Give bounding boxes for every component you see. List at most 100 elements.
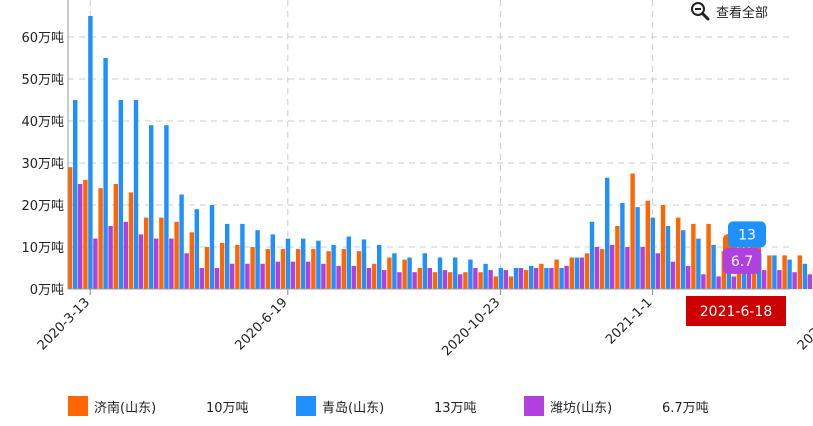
bar-s2-15 xyxy=(306,261,311,289)
bar-s0-8 xyxy=(189,232,194,289)
bar-s2-2 xyxy=(108,226,113,289)
bar-s2-29 xyxy=(518,268,524,289)
bar-s2-34 xyxy=(594,247,600,289)
bar-s0-35 xyxy=(600,249,605,289)
bar-s2-32 xyxy=(564,265,569,289)
bar-s2-1 xyxy=(93,238,98,289)
legend-name-jinan: 济南(山东) xyxy=(94,400,157,416)
legend-swatch-jinan xyxy=(68,396,88,416)
bar-s1-34 xyxy=(589,221,595,289)
bar-s1-29 xyxy=(513,268,519,289)
bar-s0-38 xyxy=(645,200,650,289)
bar-s0-26 xyxy=(463,272,468,289)
bar-s2-5 xyxy=(154,238,159,289)
bar-s1-13 xyxy=(270,234,275,289)
bar-s1-18 xyxy=(346,236,351,289)
zoom-out-icon xyxy=(691,2,710,21)
x-tick-label: 2020-10-23 xyxy=(439,295,503,359)
legend-name-qingdao: 青岛(山东) xyxy=(322,400,385,416)
bar-s2-4 xyxy=(138,234,144,289)
bar-s2-47 xyxy=(792,272,797,289)
bar-s1-14 xyxy=(285,238,291,289)
legend-value-qingdao: 13万吨 xyxy=(434,400,477,416)
bar-s0-42 xyxy=(706,223,711,289)
bar-s1-47 xyxy=(787,259,792,289)
bar-s1-19 xyxy=(361,239,367,289)
bar-s0-15 xyxy=(296,249,301,289)
bar-s0-48 xyxy=(797,255,802,289)
bar-s2-45 xyxy=(762,270,767,289)
bar-s2-10 xyxy=(230,263,235,289)
bar-s2-8 xyxy=(199,268,204,289)
value-tag-s2 xyxy=(723,247,761,274)
bar-s2-33 xyxy=(579,257,584,289)
bar-s1-32 xyxy=(559,268,564,289)
y-tick-label: 10万吨 xyxy=(21,241,64,256)
bar-s2-12 xyxy=(260,263,265,289)
bar-s1-15 xyxy=(301,238,306,289)
bar-s0-47 xyxy=(782,255,787,289)
x-tick-label: 2021-1-1 xyxy=(603,295,655,347)
legend-swatch-weifang xyxy=(524,396,544,416)
bar-s1-35 xyxy=(605,177,610,289)
bar-s0-23 xyxy=(417,268,422,289)
bar-s2-42 xyxy=(716,276,721,289)
bar-s2-21 xyxy=(397,272,402,289)
bar-s1-39 xyxy=(665,226,671,289)
bar-s0-31 xyxy=(539,263,544,289)
bar-s0-19 xyxy=(356,251,362,289)
bar-s1-0 xyxy=(73,100,78,289)
bar-s0-12 xyxy=(250,247,255,289)
bar-s2-11 xyxy=(245,263,250,289)
bar-s2-24 xyxy=(442,270,448,289)
y-tick-label: 20万吨 xyxy=(21,199,64,214)
bar-s0-20 xyxy=(372,263,377,289)
zoom-reset-label: 查看全部 xyxy=(716,5,769,21)
bar-s2-39 xyxy=(670,261,676,289)
bar-s0-13 xyxy=(265,249,270,289)
bar-s2-28 xyxy=(503,270,508,289)
bar-s1-31 xyxy=(544,268,549,289)
bar-s2-13 xyxy=(275,261,280,289)
bar-s2-16 xyxy=(321,263,326,289)
x-tick-label: 2020-6-19 xyxy=(232,295,290,353)
bar-s1-48 xyxy=(802,263,807,289)
bar-s0-36 xyxy=(615,226,620,289)
legend-item-qingdao[interactable]: 青岛(山东) 13万吨 xyxy=(296,396,524,416)
bar-s1-22 xyxy=(407,257,412,289)
bar-s2-40 xyxy=(686,265,691,289)
bar-s0-1 xyxy=(83,179,88,289)
legend-item-weifang[interactable]: 潍坊(山东) 6.7万吨 xyxy=(524,396,752,416)
bar-s2-36 xyxy=(625,247,630,289)
bar-s0-29 xyxy=(508,276,514,289)
bar-s0-3 xyxy=(113,184,118,289)
bar-s1-17 xyxy=(331,244,336,289)
bar-s2-37 xyxy=(640,247,645,289)
bar-s2-18 xyxy=(351,265,356,289)
bar-s0-9 xyxy=(204,247,210,289)
bar-s0-37 xyxy=(630,173,635,289)
legend-item-jinan[interactable]: 济南(山东) 10万吨 xyxy=(68,396,296,416)
zoom-reset-button[interactable]: 查看全部 xyxy=(690,0,768,22)
y-tick-label: 0万吨 xyxy=(30,283,64,298)
bar-s2-19 xyxy=(366,268,372,289)
bar-s2-25 xyxy=(458,274,463,289)
bar-s2-26 xyxy=(473,268,478,289)
bar-s2-7 xyxy=(184,253,189,289)
bar-s2-14 xyxy=(290,261,296,289)
bar-s0-27 xyxy=(478,272,483,289)
bar-s0-41 xyxy=(691,223,696,289)
crosshair-date-box xyxy=(686,296,786,326)
bar-s2-3 xyxy=(123,221,128,289)
bar-s2-35 xyxy=(610,244,615,289)
bar-s0-6 xyxy=(159,217,164,289)
y-tick-label: 30万吨 xyxy=(21,157,64,172)
bar-s1-40 xyxy=(681,230,686,289)
bars xyxy=(68,16,813,289)
bar-s2-27 xyxy=(488,270,493,289)
y-tick-label: 40万吨 xyxy=(21,115,64,130)
x-tick-label: 2021-3-19 xyxy=(795,295,813,353)
bar-s2-41 xyxy=(701,274,706,289)
bar-s0-5 xyxy=(144,217,149,289)
